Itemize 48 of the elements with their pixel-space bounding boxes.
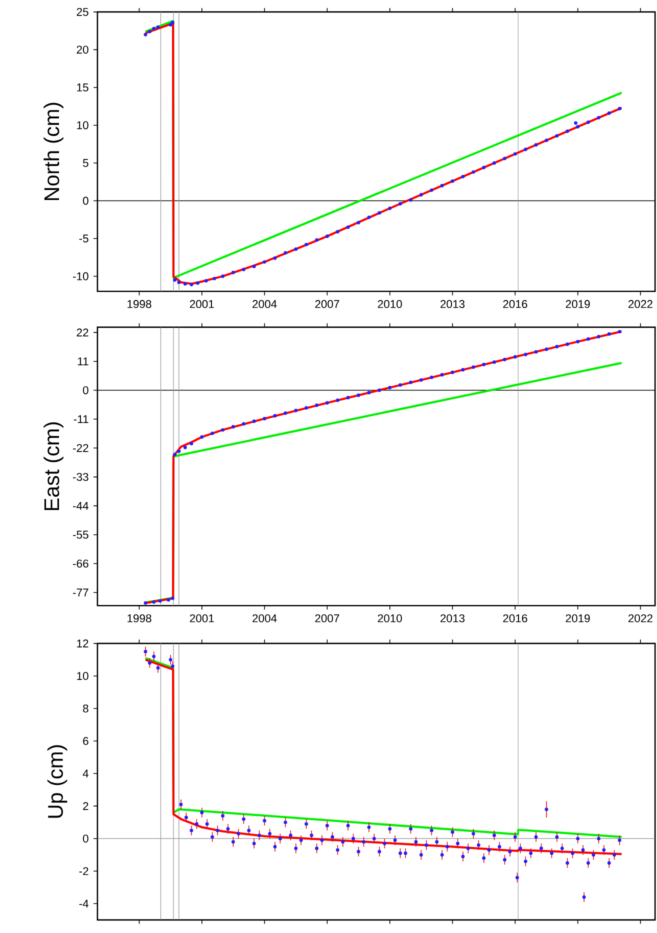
x-tick-label: 2004	[252, 614, 277, 622]
x-tick-label: 2010	[378, 614, 402, 622]
y-tick-label: 6	[82, 737, 88, 745]
y-tick-label: 10	[76, 121, 88, 130]
y-tick-label: 11	[78, 357, 88, 366]
y-tick-label: -4	[79, 900, 88, 908]
y-tick-label: -22	[72, 444, 88, 452]
y-tick-label: 0	[82, 834, 88, 843]
y-tick-label: -2	[79, 867, 88, 876]
y-tick-label: -44	[72, 502, 88, 510]
x-tick-label: 2001	[190, 614, 214, 622]
y-tick-label: 0	[82, 196, 88, 205]
y-tick-label: -11	[74, 415, 88, 424]
y-tick-label: 25	[76, 8, 88, 16]
x-tick-label: 2013	[440, 300, 464, 308]
y-tick-label: 20	[76, 46, 88, 54]
y-tick-label: -66	[72, 560, 88, 568]
x-tick-label: 2022	[628, 614, 652, 622]
x-tick-label: 2019	[566, 300, 590, 308]
y-tick-label: 22	[76, 328, 88, 336]
y-tick-label: -77	[72, 588, 88, 596]
y-tick-label: 0	[82, 386, 88, 394]
x-tick-label: 2022	[628, 300, 652, 308]
y-tick-label: 5	[82, 159, 88, 167]
y-tick-label: -33	[72, 472, 88, 481]
y-tick-label: 12	[76, 640, 88, 648]
y-tick-label: 4	[82, 770, 88, 778]
y-tick-label: 10	[76, 672, 88, 680]
x-tick-label: 2016	[502, 614, 527, 622]
x-tick-label: 2004	[252, 300, 277, 308]
y-axis-title: Up (cm)	[47, 745, 67, 818]
x-tick-label: 2010	[378, 300, 402, 308]
y-tick-label: -10	[72, 272, 88, 280]
x-tick-label: 2016	[502, 300, 527, 308]
y-axis-title: North (cm)	[43, 102, 64, 200]
y-tick-label: 8	[82, 704, 88, 712]
x-tick-label: 2007	[315, 614, 339, 622]
x-tick-label: 2001	[190, 300, 214, 308]
y-tick-label: -5	[79, 234, 88, 242]
x-tick-label: 1998	[127, 300, 152, 308]
y-tick-label: 2	[82, 802, 88, 810]
x-tick-label: 1998	[127, 614, 152, 622]
x-tick-label: 2007	[315, 300, 339, 308]
y-tick-label: -55	[72, 530, 88, 539]
x-tick-label: 2019	[566, 614, 590, 622]
x-tick-label: 2013	[440, 614, 464, 622]
y-tick-label: 15	[76, 84, 88, 92]
y-axis-title: East (cm)	[43, 422, 64, 510]
